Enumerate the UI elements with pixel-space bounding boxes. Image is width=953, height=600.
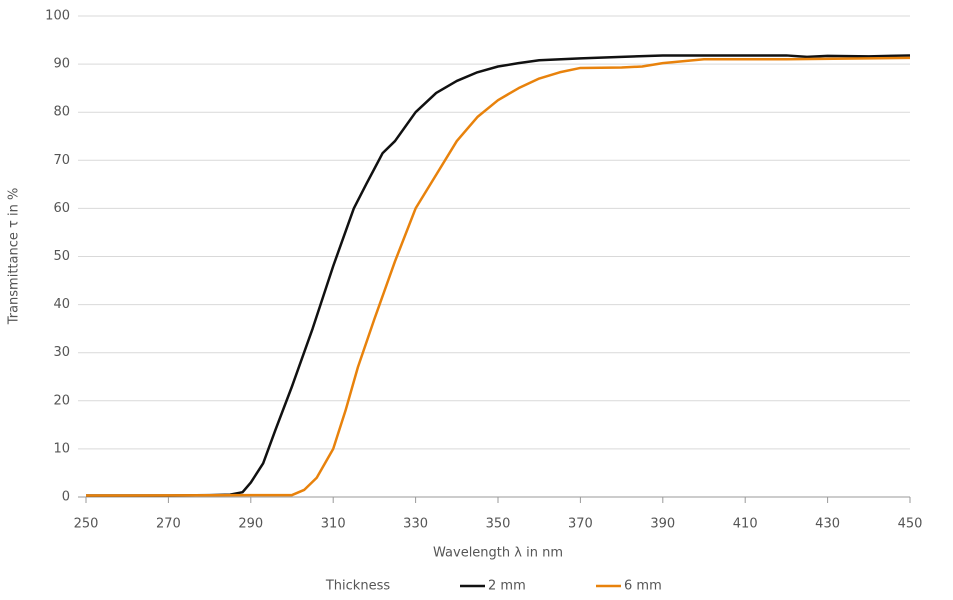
x-tick-label: 390: [650, 517, 675, 532]
y-tick-label: 30: [53, 345, 70, 360]
x-tick-label: 430: [815, 517, 840, 532]
y-axis-title: Transmittance τ in %: [7, 188, 22, 326]
legend-label: 2 mm: [488, 579, 526, 594]
x-tick-label: 250: [74, 517, 99, 532]
y-tick-label: 100: [45, 9, 70, 24]
y-tick-label: 70: [53, 153, 70, 168]
y-tick-label: 0: [62, 490, 70, 505]
y-tick-label: 10: [53, 441, 70, 456]
x-tick-label: 350: [486, 517, 511, 532]
y-tick-label: 40: [53, 297, 70, 312]
y-tick-label: 90: [53, 57, 70, 72]
legend-label: 6 mm: [624, 579, 662, 594]
y-tick-label: 50: [53, 249, 70, 264]
x-tick-label: 370: [568, 517, 593, 532]
x-tick-label: 410: [733, 517, 758, 532]
x-tick-label: 450: [898, 517, 923, 532]
y-tick-label: 80: [53, 105, 70, 120]
x-tick-label: 270: [156, 517, 181, 532]
x-tick-label: 290: [238, 517, 263, 532]
y-tick-label: 20: [53, 393, 70, 408]
y-tick-label: 60: [53, 201, 70, 216]
x-axis-title: Wavelength λ in nm: [433, 546, 563, 561]
series-line: [86, 54, 911, 497]
legend-title: Thickness: [325, 579, 390, 594]
series-line: [85, 56, 911, 497]
x-tick-label: 310: [321, 517, 346, 532]
x-tick-label: 330: [403, 517, 428, 532]
